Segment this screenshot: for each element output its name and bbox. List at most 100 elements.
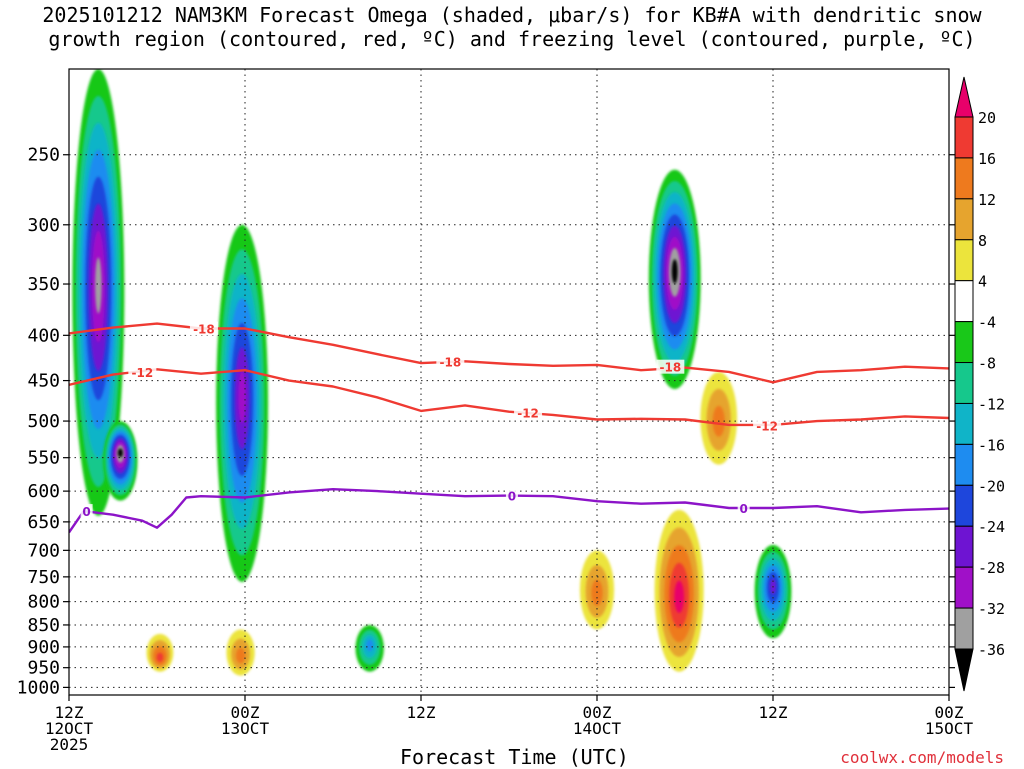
x-tick-label: 12OCT [45,719,94,738]
omega-cell [103,421,138,501]
x-tick-label: 12Z [55,703,84,722]
y-tick-label: 650 [27,512,60,533]
colorbar-label: -16 [978,436,1005,454]
contour-label-bg [514,405,543,420]
colorbar-label: -24 [978,518,1005,536]
y-tick-label: 700 [27,540,60,561]
colorbar-swatch [954,607,974,650]
colorbar-label: -20 [978,477,1005,495]
x-tick-label: 15OCT [925,719,974,738]
x-tick-label: 14OCT [573,719,622,738]
omega-cell [72,69,125,516]
plot-area: -18 -18 -18 -12 -12 -12 0 0 0 [68,68,950,696]
colorbar-label: 4 [978,273,987,291]
omega-cell [146,633,174,672]
colorbar-label: -8 [978,355,996,373]
colorbar-label: 12 [978,191,996,209]
y-tick-label: 900 [27,637,60,658]
x-tick-label: 2025 [50,735,89,754]
colorbar-bottom-arrow [954,648,974,692]
contour-label: 0 [508,490,516,504]
contour-label-bg [737,501,750,516]
omega-cell [216,224,269,582]
colorbar-label: -36 [978,641,1005,659]
colorbar: 20 16 12 8 4 -4 -8 -12 -16 -20 -24 -28 -32 -36 [954,76,1005,692]
temperature-contours: -18 -18 -18 -12 -12 -12 0 0 0 [69,321,949,534]
colorbar-label: -28 [978,559,1005,577]
y-tick-label: 600 [27,481,60,502]
y-tick-label: 1000 [17,677,60,698]
credit-link[interactable]: coolwx.com/models [840,748,1004,767]
colorbar-swatch [954,566,974,609]
contour-label: -18 [193,323,215,337]
omega-band [671,259,678,284]
plot-background [69,69,949,695]
colorbar-swatch [954,116,974,159]
omega-band [235,647,246,664]
omega-cell [754,544,792,639]
contour-label: -12 [517,407,539,421]
contour-label-bg [189,321,218,336]
colorbar-swatch [954,198,974,241]
colorbar-swatch [954,280,974,323]
contour--12 [69,368,949,427]
y-tick-label: 400 [27,325,60,346]
plot-frame [68,68,950,696]
y-tick-label: 250 [27,145,60,166]
x-tick-label: 00Z [231,703,260,722]
omega-band [238,371,246,423]
omega-cell [355,624,384,672]
omega-band [674,580,685,613]
y-tick-label: 350 [27,274,60,295]
y-axis: 2503003504004505005506006507007508008509… [17,145,955,698]
y-tick-label: 300 [27,215,60,236]
contour-label-bg [656,359,685,374]
omega-cell [579,550,615,630]
x-tick-label: 13OCT [221,719,270,738]
colorbar-label: -12 [978,395,1005,413]
omega-band [156,652,164,663]
colorbar-top-arrow [954,76,974,118]
chart-title-line-1: 2025101212 NAM3KM Forecast Omega (shaded… [42,3,982,27]
omega-band [95,257,102,314]
x-tick-label: 12Z [759,703,788,722]
y-tick-label: 950 [27,658,60,679]
contour-label-bg [80,504,93,519]
y-tick-label: 850 [27,615,60,636]
x-tick-label: 00Z [935,703,964,722]
contour-label-bg [128,364,157,379]
x-tick-label: 00Z [583,703,612,722]
contour-label-bg [505,488,518,503]
omega-cell [226,629,255,676]
x-axis-title: Forecast Time (UTC) [400,745,629,769]
colorbar-label: -32 [978,600,1005,618]
colorbar-label: 8 [978,232,987,250]
contour-label: 0 [82,505,90,519]
contour-label: -18 [439,355,461,369]
colorbar-swatch [954,321,974,364]
omega-cell [654,509,704,672]
colorbar-swatch [954,525,974,568]
colorbar-swatch [954,402,974,445]
colorbar-swatch [954,362,974,404]
y-tick-label: 550 [27,448,60,469]
colorbar-swatch [954,443,974,486]
omega-cell [700,371,738,465]
contour-label: -12 [756,420,778,434]
y-tick-label: 450 [27,371,60,392]
omega-field [72,69,792,676]
colorbar-swatch [954,239,974,282]
omega-cell [648,169,701,390]
colorbar-swatch [954,484,974,527]
chart-title-line-2: growth region (contoured, red, ºC) and f… [48,27,976,51]
contour-label: 0 [739,502,747,516]
omega-band [117,448,123,458]
contour-0 [69,488,949,534]
contour-label: -12 [131,366,153,380]
contour-label: -18 [659,361,681,375]
contour-label-bg [436,354,465,369]
colorbar-label: 16 [978,150,996,168]
colorbar-swatch [954,157,974,200]
